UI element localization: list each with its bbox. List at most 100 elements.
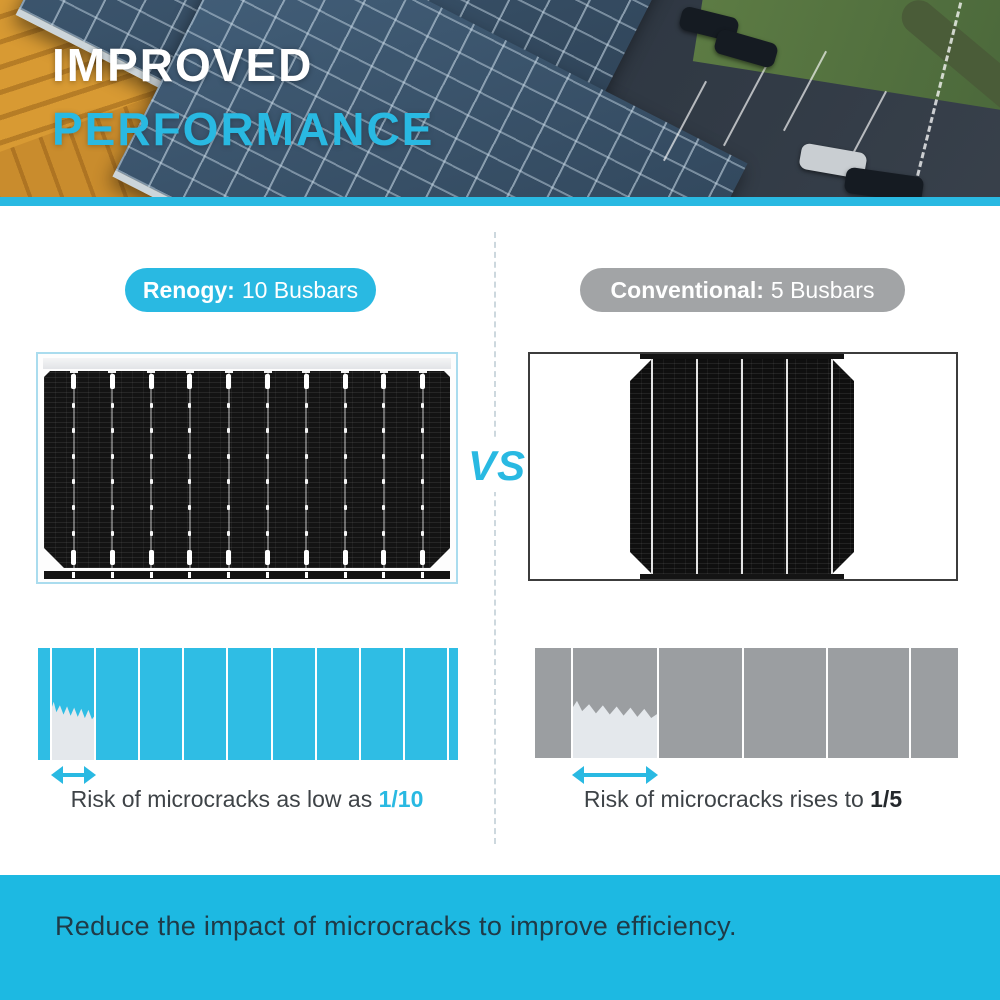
busbar-solder-pad [265,550,270,565]
renogy-caption-text: Risk of microcracks as low as [70,786,379,812]
busbar-solder-pad [265,374,270,389]
busbar-solder-pad [304,550,309,565]
busbar-line [696,359,698,574]
vs-label: VS [461,440,533,492]
conventional-solar-cell [630,359,854,574]
renogy-badge-brand: Renogy: [142,276,235,303]
conventional-caption-value: 1/5 [870,786,903,812]
renogy-badge-detail: 10 Busbars [241,276,359,303]
header-photo: IMPROVED PERFORMANCE [0,0,1000,197]
adjacent-cell-strip [44,571,450,579]
bar-segment-line [314,648,317,760]
busbar-solder-pad [110,374,115,389]
busbar-dot [72,428,75,433]
busbar-dot [266,531,269,536]
microcrack-area [51,701,96,760]
busbar-top-tick [341,371,349,373]
busbar-top-tick [225,371,233,373]
busbar-top-tick [70,371,78,373]
busbar-dot [382,403,385,408]
busbar-line [786,359,788,574]
cell-strip-tick [343,572,347,578]
busbar-dot [111,479,114,484]
busbar-line [111,371,113,568]
busbar-solder-pad [343,374,348,389]
busbar-dot [188,479,191,484]
busbar-line [344,371,346,568]
busbar-line [73,371,75,568]
busbar-dot [382,531,385,536]
busbar-dot [382,479,385,484]
conventional-risk-bar [535,648,958,758]
busbar-solder-pad [71,374,76,389]
title-performance: PERFORMANCE [52,103,435,155]
cell-strip-tick [382,572,386,578]
busbar-dot [188,428,191,433]
busbar-dot [305,531,308,536]
renogy-risk-bar [38,648,458,760]
busbar-dot [150,428,153,433]
cell-strip-tick [266,572,269,578]
busbar-dot [150,531,153,536]
bar-segment-line [742,648,745,758]
bar-segment-line [50,648,53,760]
busbar-line [267,371,269,568]
busbar-dot [111,505,114,510]
busbar-solder-pad [149,550,154,565]
bar-segment-line [270,648,273,760]
busbar-dot [421,403,424,408]
busbar-dot [344,403,347,408]
dashed-divider [494,232,496,844]
footer-message: Reduce the impact of microcracks to impr… [55,911,737,941]
renogy-cell-figure [36,352,458,584]
busbar-dot [188,505,191,510]
busbar-dot [305,403,308,408]
page-title: IMPROVED PERFORMANCE [52,42,434,152]
busbar-solder-pad [381,550,386,565]
busbar-dot [344,505,347,510]
busbar-solder-pad [226,374,231,389]
bar-segment-line [402,648,405,760]
busbar-dot [305,454,308,459]
cell-strip-tick [110,572,114,578]
cell-strip-tick [72,572,76,578]
bar-segment-line [182,648,185,760]
busbar-dot [72,454,75,459]
arrow-shaft [60,773,87,777]
busbar-dot [227,403,230,408]
busbar-dot [266,505,269,510]
busbar-solder-pad [71,550,76,565]
busbar-dot [150,403,153,408]
conventional-badge-detail: 5 Busbars [770,276,875,303]
bar-segment-line [446,648,449,760]
busbar-solder-pad [304,374,309,389]
busbar-dot [344,428,347,433]
busbar-dot [150,479,153,484]
busbar-dot [305,428,308,433]
busbar-line [150,371,152,568]
microcrack-area [571,700,659,758]
renogy-caption: Risk of microcracks as low as 1/10 [36,786,458,813]
busbar-line [651,359,653,574]
bar-segment-line [94,648,97,760]
cell-strip-tick [304,572,308,578]
busbar-dot [266,428,269,433]
busbar-solder-pad [187,374,192,389]
adjacent-cell-strip [640,354,844,359]
busbar-dot [227,428,230,433]
busbar-top-tick [302,371,310,373]
conventional-cell-figure [528,352,958,581]
busbar-dot [227,505,230,510]
busbar-dot [266,454,269,459]
busbar-solder-pad [420,374,425,389]
busbar-dot [266,403,269,408]
busbar-top-tick [147,371,155,373]
bar-segment-line [825,648,828,758]
conventional-badge: Conventional: 5 Busbars [580,268,905,312]
bar-segment-line [138,648,141,760]
busbar-solder-pad [110,550,115,565]
busbar-dot [382,505,385,510]
busbar-dot [150,505,153,510]
cell-strip-tick [188,572,192,578]
cell-top-ribbon [43,358,451,369]
